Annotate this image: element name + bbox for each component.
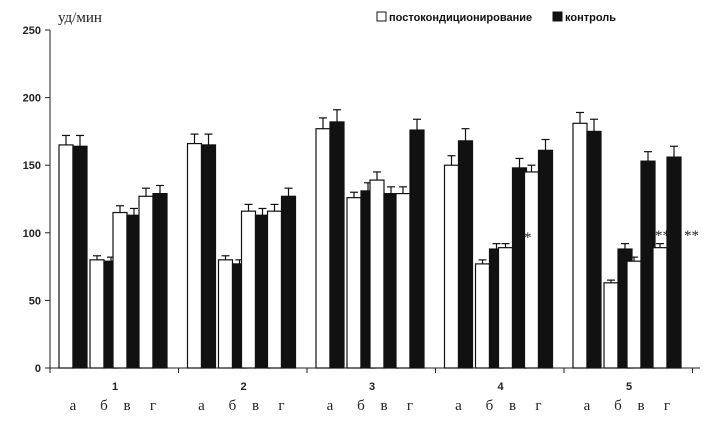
legend-swatch-postconditioning xyxy=(376,11,387,22)
bar-control xyxy=(537,149,554,369)
x-subcategory-label: б xyxy=(486,398,494,414)
bar-postconditioning xyxy=(266,210,283,369)
significance-marker: ** xyxy=(684,228,699,244)
x-subcategory-label: б xyxy=(229,398,237,414)
x-group-label: 2 xyxy=(240,381,246,393)
bar-postconditioning xyxy=(89,259,105,369)
legend: постокондиционирование контроль xyxy=(376,11,616,24)
y-tick-label: 150 xyxy=(23,160,41,172)
bar-control xyxy=(329,121,345,369)
y-tick-label: 250 xyxy=(23,25,41,37)
x-subcategory-label: г xyxy=(535,398,541,414)
legend-label-postconditioning: постокондиционирование xyxy=(389,12,532,24)
bar-postconditioning xyxy=(112,211,128,369)
y-tick-label: 100 xyxy=(23,228,41,240)
bar-control xyxy=(280,195,297,369)
bar-control xyxy=(457,140,474,369)
x-subcategory-label: а xyxy=(327,398,334,414)
x-subcategory-label: г xyxy=(407,398,413,414)
x-subcategory-label: г xyxy=(664,398,670,414)
bar-control xyxy=(72,145,88,369)
x-group-label: 5 xyxy=(626,381,632,393)
x-group-label: 3 xyxy=(369,381,375,393)
x-group-label: 4 xyxy=(497,381,504,393)
x-subcategory-label: а xyxy=(455,398,462,414)
bar-control xyxy=(586,130,602,369)
bar-postconditioning xyxy=(240,210,257,369)
bar-postconditioning xyxy=(523,171,540,369)
bar-postconditioning xyxy=(58,144,74,369)
x-subcategory-label: а xyxy=(198,398,205,414)
x-subcategory-label: а xyxy=(584,398,591,414)
bar-postconditioning xyxy=(369,179,385,369)
legend-label-control: контроль xyxy=(565,12,616,24)
x-subcategory-label: б xyxy=(357,398,365,414)
bar-postconditioning xyxy=(474,263,491,369)
x-subcategory-label: в xyxy=(252,398,259,414)
x-subcategory-label: а xyxy=(70,398,77,414)
y-tick-label: 50 xyxy=(29,295,41,307)
bar-postconditioning xyxy=(346,197,362,369)
bar-postconditioning xyxy=(443,164,460,369)
x-group-label: 1 xyxy=(112,381,118,393)
bar-postconditioning xyxy=(186,142,203,369)
bar-postconditioning xyxy=(395,192,411,369)
bar-postconditioning xyxy=(603,282,619,369)
bar-control xyxy=(152,192,168,369)
x-subcategory-label: в xyxy=(380,398,387,414)
y-tick-label: 200 xyxy=(23,93,41,105)
x-subcategory-label: г xyxy=(150,398,156,414)
bar-control xyxy=(666,156,682,369)
bar-postconditioning xyxy=(652,247,668,369)
bar-postconditioning xyxy=(315,128,331,369)
x-subcategory-label: г xyxy=(278,398,284,414)
bar-postconditioning xyxy=(217,259,234,369)
bar-postconditioning xyxy=(626,260,642,369)
x-subcategory-label: б xyxy=(100,398,108,414)
bar-postconditioning xyxy=(572,122,588,369)
bar-postconditioning xyxy=(138,195,154,369)
x-subcategory-label: в xyxy=(509,398,516,414)
bar-control xyxy=(200,144,217,369)
x-subcategory-label: в xyxy=(637,398,644,414)
bar-postconditioning xyxy=(497,247,514,369)
legend-swatch-control xyxy=(552,11,563,22)
significance-marker: ** xyxy=(655,228,670,244)
x-subcategory-label: в xyxy=(123,398,130,414)
bars xyxy=(58,109,682,369)
y-tick-label: 0 xyxy=(35,363,41,375)
bar-control xyxy=(409,129,425,369)
y-axis-label: уд/мин xyxy=(58,10,102,26)
significance-marker: * xyxy=(524,230,532,246)
x-subcategory-label: б xyxy=(614,398,622,414)
